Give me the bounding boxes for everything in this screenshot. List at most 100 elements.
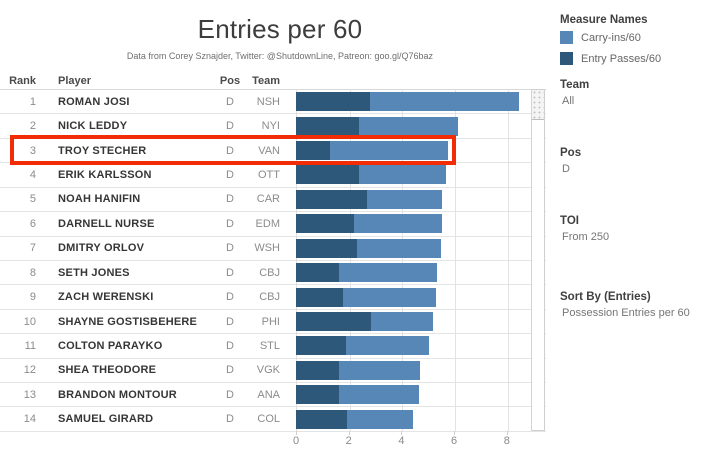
entry-passes-bar-segment[interactable] — [296, 189, 368, 209]
entry-passes-bar-segment[interactable] — [296, 312, 372, 331]
rank-cell: 14 — [23, 413, 36, 426]
carry-ins-bar-segment[interactable] — [367, 189, 443, 209]
pos-cell: D — [226, 339, 234, 352]
carry-ins-bar-segment[interactable] — [359, 116, 459, 136]
filter-team-value[interactable]: All — [562, 95, 575, 107]
carry-ins-bar-segment[interactable] — [359, 165, 447, 185]
table-row[interactable]: 3 TROY STECHER D VAN — [0, 134, 546, 165]
table-row[interactable]: 11 COLTON PARAYKO D STL — [0, 334, 546, 359]
column-header-rank[interactable]: Rank — [9, 75, 36, 87]
column-header-team[interactable]: Team — [252, 75, 280, 87]
rank-cell: 7 — [29, 242, 36, 255]
table-row[interactable]: 2 NICK LEDDY D NYI — [0, 114, 546, 139]
axis-tick-mark — [401, 431, 403, 435]
carry-ins-bar-segment[interactable] — [339, 263, 437, 283]
carry-ins-bar-segment[interactable] — [343, 287, 436, 307]
table-row[interactable]: 1 ROMAN JOSI D NSH — [0, 90, 546, 115]
entry-passes-bar-segment[interactable] — [296, 141, 331, 161]
stacked-bar[interactable] — [296, 238, 530, 258]
entry-passes-bar-segment[interactable] — [296, 336, 347, 356]
stacked-bar[interactable] — [296, 116, 530, 136]
stacked-bar[interactable] — [296, 385, 530, 405]
player-cell: BRANDON MONTOUR — [58, 388, 177, 401]
pos-cell: D — [226, 168, 234, 181]
legend-item-entry-passes[interactable]: Entry Passes/60 — [560, 52, 661, 65]
entry-passes-bar-segment[interactable] — [296, 287, 344, 307]
axis-tick-label: 8 — [503, 435, 510, 447]
axis-tick-mark — [296, 431, 297, 435]
carry-ins-bar-segment[interactable] — [371, 312, 434, 331]
filter-sort-value[interactable]: Possession Entries per 60 — [562, 307, 690, 319]
bar-cell — [280, 409, 546, 429]
filter-pos-value[interactable]: D — [562, 163, 570, 175]
stacked-bar[interactable] — [296, 287, 530, 307]
axis-tick-label: 4 — [398, 435, 405, 447]
stacked-bar[interactable] — [296, 141, 530, 161]
bar-cell — [280, 385, 546, 405]
pos-cell: D — [226, 413, 234, 426]
column-header-pos[interactable]: Pos — [219, 75, 241, 87]
team-cell: PHI — [261, 315, 280, 328]
table-row[interactable]: 14 SAMUEL GIRARD D COL — [0, 407, 546, 432]
stacked-bar[interactable] — [296, 336, 530, 356]
team-cell: VAN — [258, 144, 280, 157]
table-row[interactable]: 6 DARNELL NURSE D EDM — [0, 212, 546, 237]
carry-ins-bar-segment[interactable] — [369, 92, 519, 112]
table-row[interactable]: 7 DMITRY ORLOV D WSH — [0, 237, 546, 261]
player-cell: DMITRY ORLOV — [58, 242, 145, 255]
stacked-bar[interactable] — [296, 263, 530, 283]
carry-ins-bar-segment[interactable] — [353, 214, 443, 234]
bar-cell — [280, 92, 546, 112]
carry-ins-bar-segment[interactable] — [356, 238, 441, 258]
team-cell: NSH — [256, 95, 280, 108]
entry-passes-bar-segment[interactable] — [296, 214, 354, 234]
entry-passes-bar-segment[interactable] — [296, 409, 348, 429]
bar-cell — [280, 189, 546, 209]
team-cell: EDM — [255, 217, 280, 230]
pos-cell: D — [226, 193, 234, 206]
table-row[interactable]: 13 BRANDON MONTOUR D ANA — [0, 383, 546, 408]
carry-ins-bar-segment[interactable] — [339, 360, 420, 380]
scrollbar-thumb[interactable] — [532, 90, 544, 120]
table-row[interactable]: 10 SHAYNE GOSTISBEHERE D PHI — [0, 310, 546, 335]
bar-cell — [280, 214, 546, 234]
legend-item-carry-ins[interactable]: Carry-ins/60 — [560, 31, 641, 44]
table-row[interactable]: 4 ERIK KARLSSON D OTT — [0, 163, 546, 188]
carry-ins-bar-segment[interactable] — [330, 141, 448, 161]
vertical-scrollbar[interactable] — [531, 89, 545, 431]
rank-cell: 12 — [23, 364, 36, 377]
filter-panel: Measure Names Carry-ins/60 Entry Passes/… — [560, 0, 719, 459]
table-row[interactable]: 9 ZACH WERENSKI D CBJ — [0, 285, 546, 310]
table-row[interactable]: 12 SHEA THEODORE D VGK — [0, 359, 546, 384]
stacked-bar[interactable] — [296, 165, 530, 185]
rank-cell: 1 — [29, 95, 36, 108]
entry-passes-bar-segment[interactable] — [296, 116, 360, 136]
team-cell: CAR — [256, 193, 280, 206]
pos-cell: D — [226, 364, 234, 377]
stacked-bar[interactable] — [296, 360, 530, 380]
stacked-bar[interactable] — [296, 409, 530, 429]
table-row[interactable]: 8 SETH JONES D CBJ — [0, 261, 546, 286]
stacked-bar[interactable] — [296, 189, 530, 209]
carry-ins-bar-segment[interactable] — [339, 385, 419, 405]
legend-label: Carry-ins/60 — [581, 31, 641, 44]
column-header-player[interactable]: Player — [58, 75, 92, 87]
stacked-bar[interactable] — [296, 312, 530, 331]
team-cell: STL — [259, 339, 280, 352]
legend-title: Measure Names — [560, 14, 648, 26]
carry-ins-bar-segment[interactable] — [346, 336, 430, 356]
entry-passes-bar-segment[interactable] — [296, 165, 360, 185]
table-row[interactable]: 5 NOAH HANIFIN D CAR — [0, 188, 546, 213]
entry-passes-bar-segment[interactable] — [296, 360, 340, 380]
carry-ins-bar-segment[interactable] — [347, 409, 414, 429]
team-cell: WSH — [254, 242, 280, 255]
entry-passes-bar-segment[interactable] — [296, 263, 340, 283]
axis-tick-mark — [454, 431, 456, 435]
entry-passes-bar-segment[interactable] — [296, 238, 357, 258]
filter-toi-value[interactable]: From 250 — [562, 231, 610, 243]
entry-passes-bar-segment[interactable] — [296, 385, 340, 405]
stacked-bar[interactable] — [296, 214, 530, 234]
entry-passes-bar-segment[interactable] — [296, 92, 370, 112]
stacked-bar[interactable] — [296, 92, 530, 112]
